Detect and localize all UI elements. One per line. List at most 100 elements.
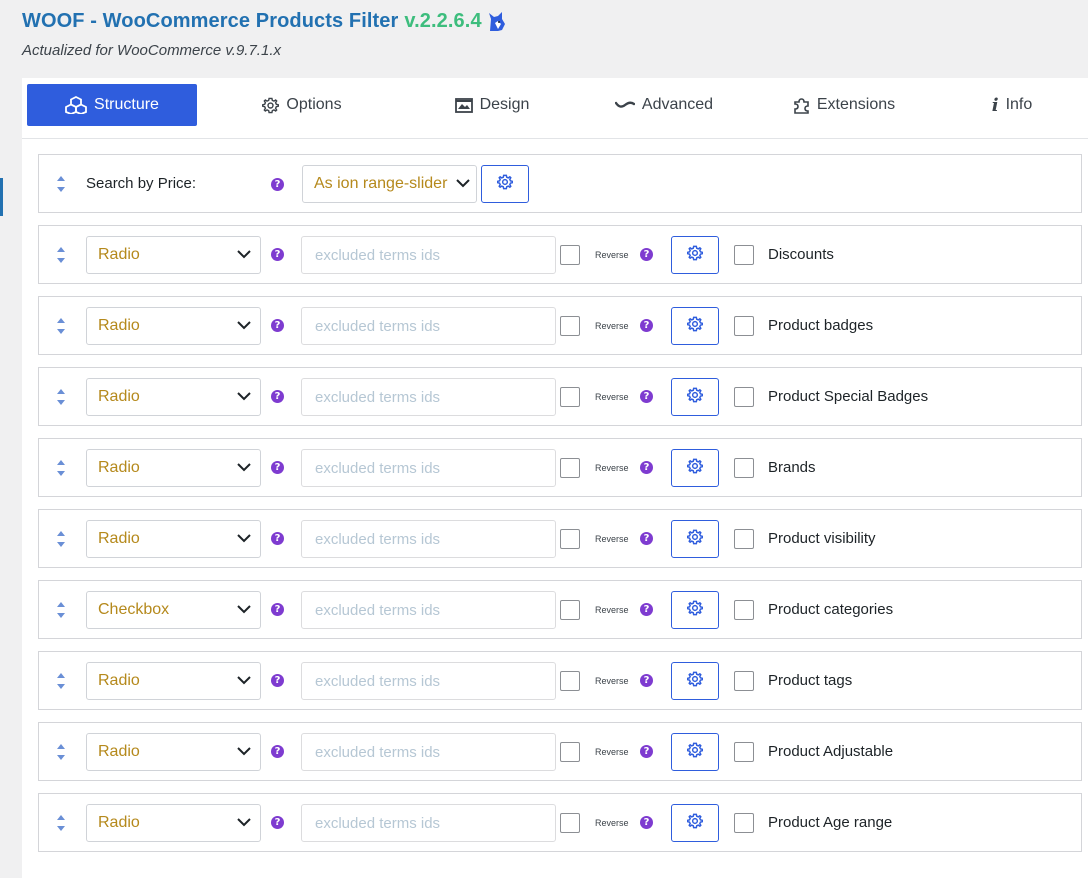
reverse-checkbox[interactable] [560, 529, 580, 549]
reverse-checkbox[interactable] [560, 600, 580, 620]
chevron-down-icon [237, 246, 251, 264]
reverse-checkbox[interactable] [560, 671, 580, 691]
filter-type-select[interactable]: Radio [86, 733, 261, 771]
filter-type-select[interactable]: Radio [86, 236, 261, 274]
tab-advanced[interactable]: Advanced [584, 84, 744, 126]
taxonomy-settings-button[interactable] [671, 662, 719, 700]
filter-type-select[interactable]: Radio [86, 378, 261, 416]
excluded-terms-placeholder: excluded terms ids [315, 317, 441, 335]
enable-taxonomy-checkbox[interactable] [734, 387, 754, 407]
help-icon[interactable]: ? [640, 674, 653, 687]
help-icon[interactable]: ? [271, 532, 284, 545]
taxonomy-settings-button[interactable] [671, 307, 719, 345]
taxonomy-settings-button[interactable] [671, 733, 719, 771]
price-type-select[interactable]: As ion range-slider [302, 165, 477, 203]
help-icon[interactable]: ? [271, 390, 284, 403]
filter-type-select[interactable]: Radio [86, 662, 261, 700]
help-icon[interactable]: ? [271, 319, 284, 332]
info-icon: i [991, 94, 999, 116]
help-icon[interactable]: ? [271, 603, 284, 616]
gear-icon [686, 813, 704, 834]
drag-handle-icon[interactable] [53, 387, 69, 407]
excluded-terms-input[interactable]: excluded terms ids [301, 804, 556, 842]
reverse-checkbox[interactable] [560, 245, 580, 265]
filter-type-value: Radio [98, 459, 140, 476]
enable-taxonomy-checkbox[interactable] [734, 458, 754, 478]
gear-icon [686, 316, 704, 337]
filter-type-select[interactable]: Radio [86, 520, 261, 558]
tab-info[interactable]: i Info [952, 84, 1072, 126]
reverse-checkbox[interactable] [560, 742, 580, 762]
taxonomy-name: Discounts [768, 246, 834, 263]
help-icon[interactable]: ? [640, 390, 653, 403]
drag-handle-icon[interactable] [53, 529, 69, 549]
excluded-terms-input[interactable]: excluded terms ids [301, 378, 556, 416]
reverse-checkbox[interactable] [560, 813, 580, 833]
help-icon[interactable]: ? [640, 816, 653, 829]
taxonomy-settings-button[interactable] [671, 378, 719, 416]
filter-type-select[interactable]: Radio [86, 804, 261, 842]
excluded-terms-input[interactable]: excluded terms ids [301, 449, 556, 487]
tab-label: Options [286, 96, 342, 113]
tab-design[interactable]: Design [412, 84, 572, 126]
help-icon[interactable]: ? [271, 248, 284, 261]
tab-label: Structure [94, 96, 159, 113]
filter-type-select[interactable]: Radio [86, 307, 261, 345]
enable-taxonomy-checkbox[interactable] [734, 316, 754, 336]
enable-taxonomy-checkbox[interactable] [734, 742, 754, 762]
tab-extensions[interactable]: Extensions [764, 84, 924, 126]
excluded-terms-input[interactable]: excluded terms ids [301, 520, 556, 558]
tab-options[interactable]: Options [222, 84, 382, 126]
drag-handle-icon[interactable] [53, 245, 69, 265]
taxonomy-settings-button[interactable] [671, 804, 719, 842]
filter-type-select[interactable]: Radio [86, 449, 261, 487]
taxonomy-row: Radio ? excluded terms ids Reverse ? Pro… [38, 793, 1082, 852]
help-icon[interactable]: ? [640, 461, 653, 474]
help-icon[interactable]: ? [640, 603, 653, 616]
drag-handle-icon[interactable] [53, 174, 69, 194]
help-icon[interactable]: ? [271, 461, 284, 474]
excluded-terms-input[interactable]: excluded terms ids [301, 236, 556, 274]
excluded-terms-input[interactable]: excluded terms ids [301, 733, 556, 771]
taxonomy-name: Brands [768, 459, 816, 476]
taxonomy-settings-button[interactable] [671, 449, 719, 487]
help-icon[interactable]: ? [640, 745, 653, 758]
help-icon[interactable]: ? [271, 674, 284, 687]
enable-taxonomy-checkbox[interactable] [734, 813, 754, 833]
help-icon[interactable]: ? [640, 248, 653, 261]
enable-taxonomy-checkbox[interactable] [734, 600, 754, 620]
filter-type-select[interactable]: Checkbox [86, 591, 261, 629]
excluded-terms-input[interactable]: excluded terms ids [301, 591, 556, 629]
help-icon[interactable]: ? [640, 532, 653, 545]
excluded-terms-input[interactable]: excluded terms ids [301, 662, 556, 700]
drag-handle-icon[interactable] [53, 458, 69, 478]
reverse-checkbox[interactable] [560, 387, 580, 407]
drag-handle-icon[interactable] [53, 600, 69, 620]
reverse-label: Reverse [595, 676, 629, 686]
reverse-checkbox[interactable] [560, 458, 580, 478]
filter-type-value: Radio [98, 530, 140, 547]
price-settings-button[interactable] [481, 165, 529, 203]
taxonomy-settings-button[interactable] [671, 520, 719, 558]
chevron-down-icon [237, 743, 251, 761]
help-icon[interactable]: ? [640, 319, 653, 332]
help-icon[interactable]: ? [271, 178, 284, 191]
taxonomy-settings-button[interactable] [671, 591, 719, 629]
tab-label: Extensions [816, 96, 896, 113]
puzzle-icon [793, 97, 810, 114]
drag-handle-icon[interactable] [53, 742, 69, 762]
drag-handle-icon[interactable] [53, 671, 69, 691]
price-filter-label: Search by Price: [86, 175, 197, 192]
excluded-terms-input[interactable]: excluded terms ids [301, 307, 556, 345]
help-icon[interactable]: ? [271, 816, 284, 829]
reverse-checkbox[interactable] [560, 316, 580, 336]
help-icon[interactable]: ? [271, 745, 284, 758]
tab-structure[interactable]: Structure [27, 84, 197, 126]
enable-taxonomy-checkbox[interactable] [734, 671, 754, 691]
taxonomy-settings-button[interactable] [671, 236, 719, 274]
drag-handle-icon[interactable] [53, 316, 69, 336]
enable-taxonomy-checkbox[interactable] [734, 529, 754, 549]
drag-handle-icon[interactable] [53, 813, 69, 833]
excluded-terms-placeholder: excluded terms ids [315, 246, 441, 264]
enable-taxonomy-checkbox[interactable] [734, 245, 754, 265]
